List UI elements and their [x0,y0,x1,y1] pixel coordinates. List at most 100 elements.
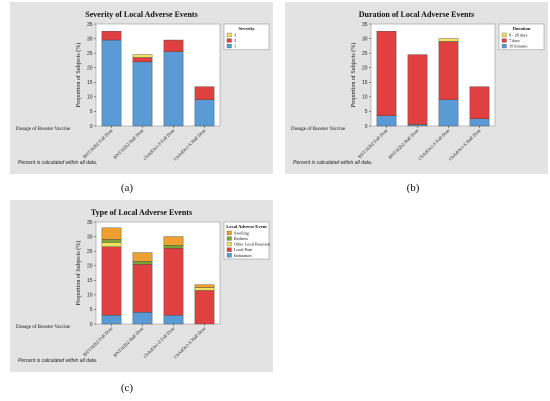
x-tick-label: BNT162b2 Half Dose [387,128,419,160]
bar-segment-10-minutes [469,118,490,127]
chart-panel-duration: Duration of Local Adverse Events 0 5 10 15 2… [285,2,548,174]
x-tick-label: ChAdOx1-S Half Dose [173,326,207,360]
legend-swatch-induration [226,253,232,258]
chart-svg-type: 0 5 10 15 20 25 30 35 Proportion of Subjects (%)… [16,220,271,360]
bar-segment-10-minutes [438,99,459,127]
chart-svg-severity: 0 5 10 15 20 25 30 35 Proportion of Subjects (%)… [16,22,270,162]
x-axis-label: Dosage of Booster Vaccine [16,127,71,132]
bar-segment-8-28-days [438,38,459,42]
chart-panel-type: Type of Local Adverse Events 0 5 10 15 20 25 3… [10,200,273,372]
legend-swatch-2 [226,38,232,43]
x-axis-label: Dosage of Booster Vaccine [291,127,346,132]
bar-segment-3 [132,54,153,58]
bar-segment-7-days [407,54,428,125]
bar-segment-induration [163,315,184,325]
y-tick-label: 5 [90,307,93,313]
panel-caption-b: (b) [406,182,420,194]
x-tick-label: ChAdOx1-S Full Dose [142,128,175,161]
bar-segment-2 [101,31,122,41]
y-tick-label: 20 [362,66,368,72]
chart-panel-severity: Severity of Local Adverse Events 0 5 10 15 2… [10,2,273,174]
y-tick-label: 0 [90,322,93,328]
legend-swatch-8-28-days [501,32,507,37]
y-tick-label: 20 [87,66,93,72]
bar-segment-local-pain [132,264,153,313]
y-tick-label: 25 [362,51,368,57]
x-tick-label: ChAdOx1-S Full Dose [417,128,450,161]
y-tick-label: 10 [87,293,93,299]
bar-segment-redness [101,239,122,243]
legend-label: 10 minutes [509,44,528,49]
y-tick-label: 5 [90,109,93,115]
legend-swatch-other-local-reaction [226,242,232,247]
bar-segment-10-minutes [407,124,428,127]
bar-segment-1 [132,61,153,127]
bar-segment-induration [101,315,122,325]
x-tick-label: BNT162b2 Full Dose [82,128,114,160]
x-tick-label: ChAdOx1-S Full Dose [142,326,175,359]
x-tick-label: ChAdOx1-S Half Dose [448,128,482,162]
bar-segment-swelling [101,227,122,240]
x-axis-label: Dosage of Booster Vaccine [16,325,71,330]
chart-title: Severity of Local Adverse Events [85,10,198,19]
chart-note: Percent is calculated within all data. [18,160,98,166]
y-tick-label: 30 [87,36,93,42]
bar-segment-1 [194,99,215,127]
legend-title: Local Adverse Event [226,224,267,229]
legend-label: Local Pain [234,247,253,252]
panel-caption-c: (c) [120,382,134,394]
legend-label: Redness [234,236,248,241]
bar-segment-swelling [132,252,153,262]
bar-segment-other-local-reaction [101,242,122,247]
x-tick-label: BNT162b2 Half Dose [112,326,144,358]
bar-segment-2 [132,57,153,63]
x-tick-label: BNT162b2 Full Dose [82,326,114,358]
y-tick-label: 10 [362,95,368,101]
bar-segment-2 [194,86,215,100]
bar-segment-redness [163,245,184,249]
legend-label: 7 days [509,38,520,43]
chart-note: Percent is calculated within all data. [18,358,98,364]
bar-segment-1 [101,39,122,127]
y-tick-label: 30 [362,36,368,42]
legend-swatch-7-days [501,38,507,43]
x-tick-label: BNT162b2 Half Dose [112,128,144,160]
legend-swatch-10-minutes [501,44,507,49]
y-axis-label: Proportion of Subjects (%) [75,241,82,306]
bar-segment-7-days [438,41,459,100]
legend-swatch-local-pain [226,247,232,252]
legend-label: 2 [234,38,236,43]
legend-swatch-3 [226,32,232,37]
bar-segment-10-minutes [376,115,397,127]
legend-label: Induration [234,253,252,258]
y-axis-label: Proportion of Subjects (%) [350,43,357,108]
bar-segment-1 [163,51,184,127]
x-tick-label: ChAdOx1-S Half Dose [173,128,207,162]
y-tick-label: 15 [87,80,93,86]
bar-segment-local-pain [163,248,184,316]
legend-label: 3 [234,32,236,37]
bar-segment-7-days [469,86,490,119]
legend-swatch-redness [226,236,232,241]
chart-note: Percent is calculated within all data. [293,160,373,166]
bar-segment-local-pain [101,246,122,316]
legend-label: 1 [234,44,236,49]
y-tick-label: 30 [87,234,93,240]
panel-caption-a: (a) [120,182,134,194]
y-tick-label: 25 [87,249,93,255]
y-tick-label: 35 [362,22,368,28]
bar-segment-other-local-reaction [194,287,215,291]
legend-title: Duration [513,26,531,31]
bar-segment-7-days [376,31,397,116]
bar-segment-2 [163,39,184,52]
chart-title: Type of Local Adverse Events [90,208,193,217]
chart-svg-duration: 0 5 10 15 20 25 30 35 Proportion of Subjects (%)… [291,22,545,162]
y-tick-label: 0 [365,124,368,130]
y-tick-label: 15 [87,278,93,284]
y-tick-label: 0 [90,124,93,130]
y-tick-label: 20 [87,264,93,270]
bar-segment-swelling [194,284,215,288]
bar-segment-local-pain [194,290,215,325]
bar-segment-swelling [163,236,184,246]
x-tick-label: BNT162b2 Full Dose [357,128,389,160]
